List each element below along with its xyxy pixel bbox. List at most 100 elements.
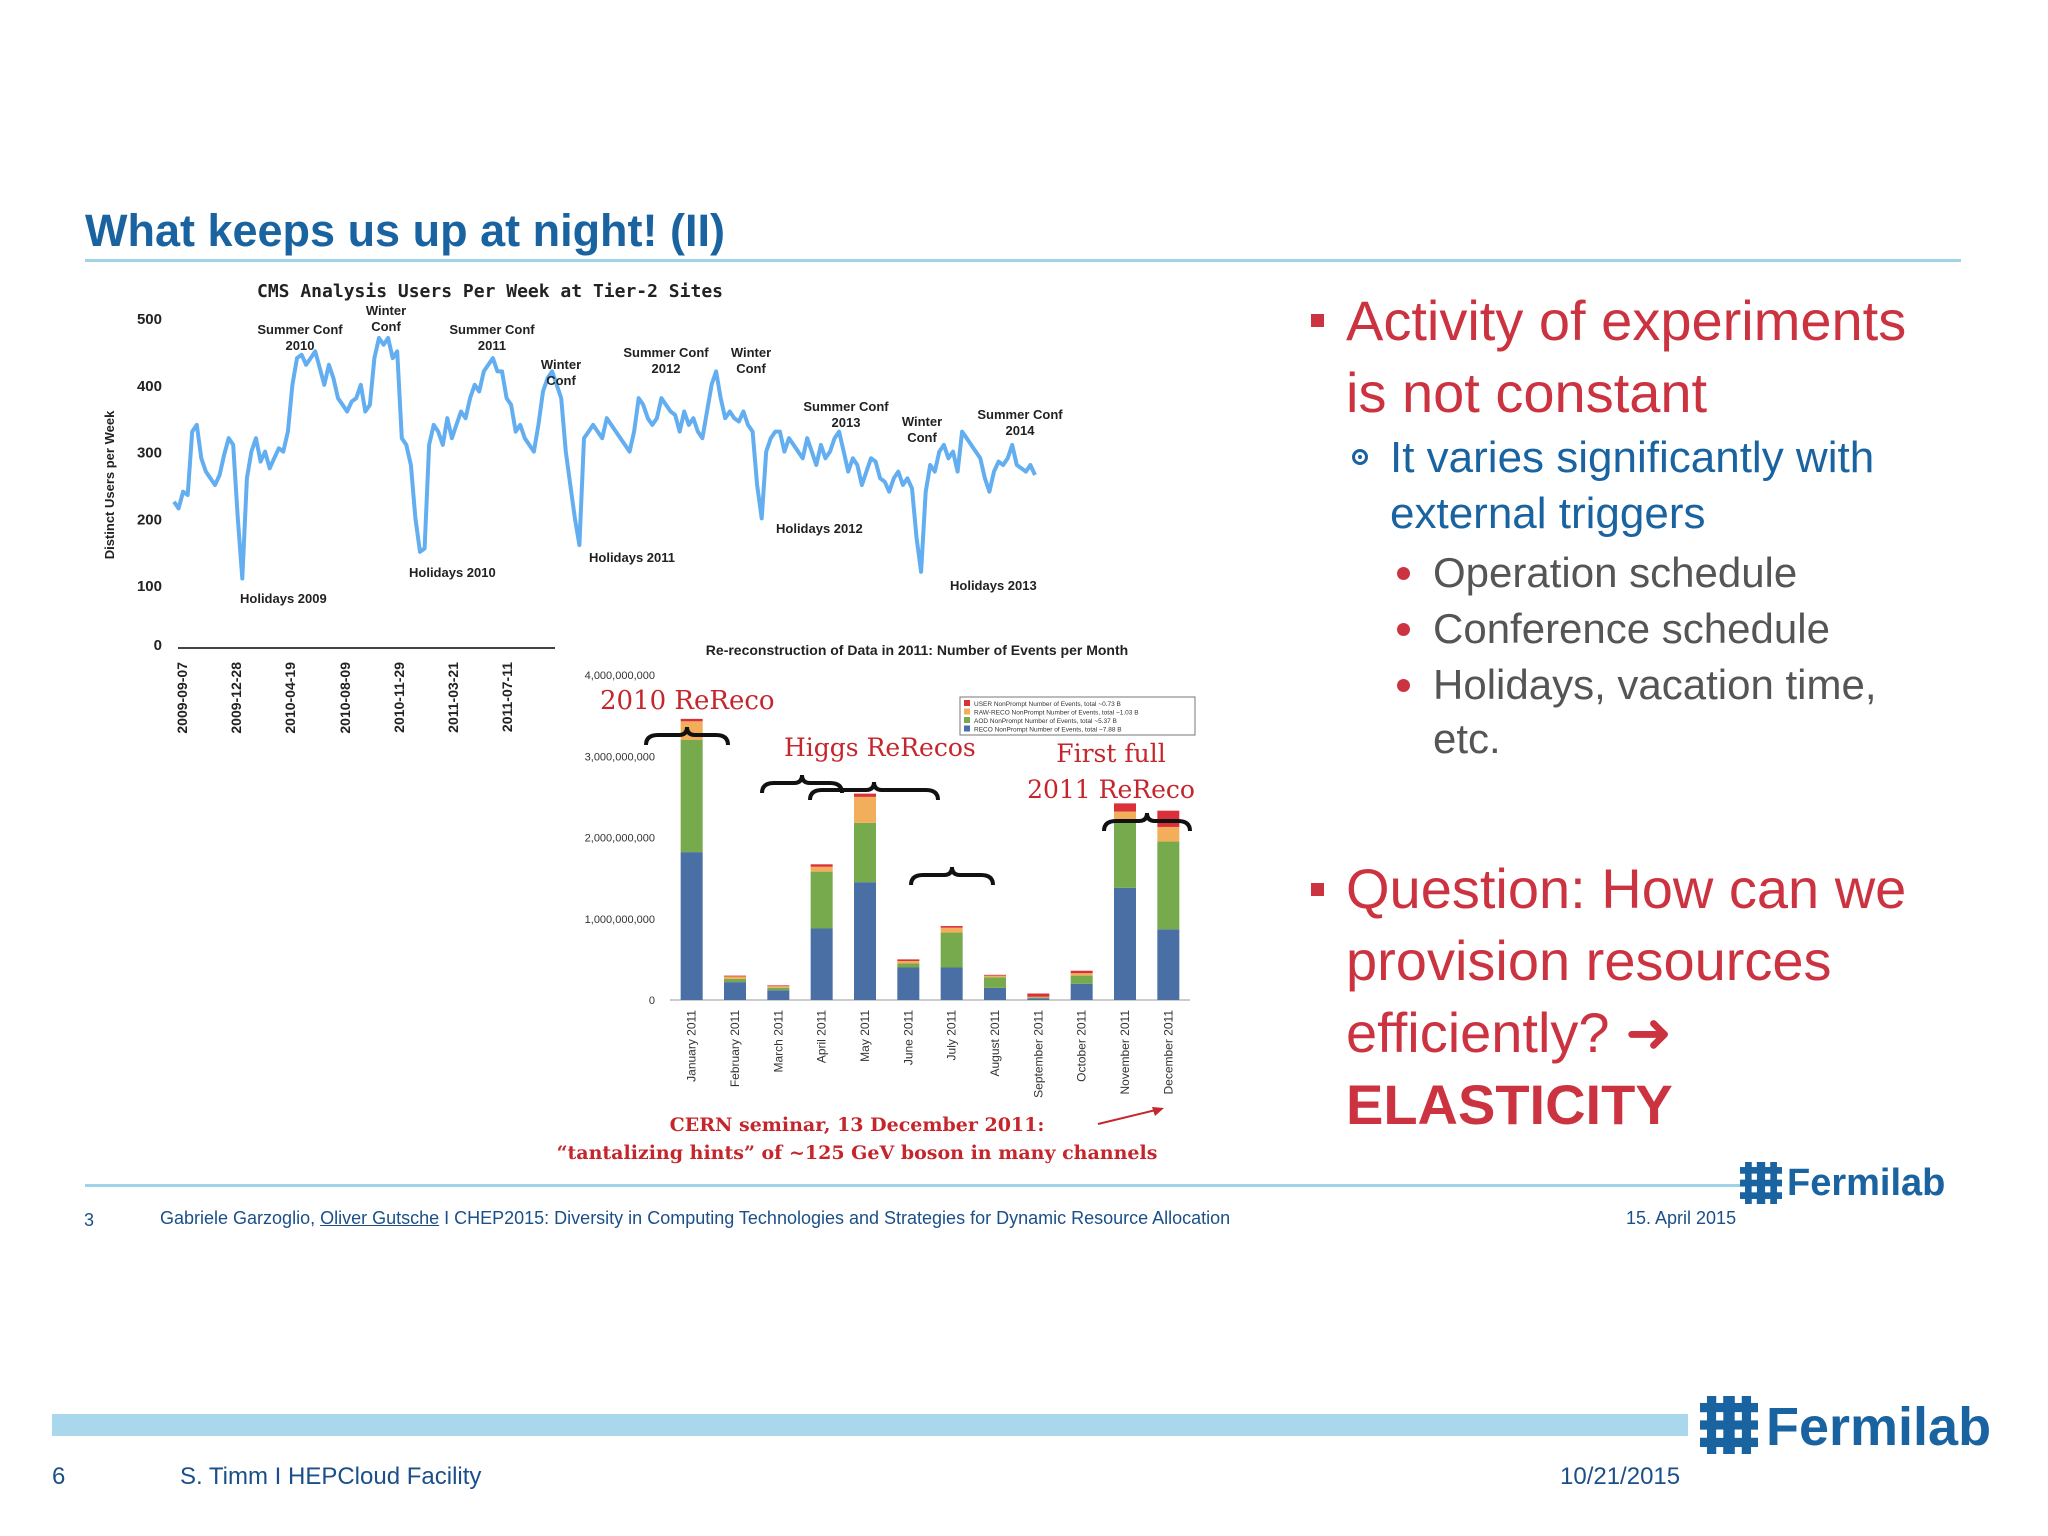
annotation-label: Holidays 2009 [240, 591, 327, 606]
users-line-chart: CMS Analysis Users Per Week at Tier-2 Si… [102, 281, 1063, 734]
y-tick-label-zero: 0 [154, 637, 162, 654]
bar-segment [810, 864, 833, 867]
bar-segment [1114, 811, 1136, 823]
question-line2: provision resources [1346, 929, 1832, 992]
annotation-2010-rereco: 2010 ReReco [600, 686, 775, 716]
logo-gap [1751, 1186, 1757, 1193]
y-tick-label: 100 [137, 578, 162, 595]
annotation-first-full-1: First full [1056, 739, 1165, 768]
bar-segment [984, 977, 1006, 988]
curly-brace [808, 781, 940, 801]
bar-segment [897, 967, 920, 1000]
title-divider [85, 259, 1961, 262]
bar-segment [1027, 997, 1050, 999]
bar-segment [1157, 841, 1180, 930]
x-tick-label: 2009-09-07 [174, 662, 190, 734]
right-arrow-icon: ➜ [1625, 1001, 1673, 1064]
inner-logo-text: Fermilab [1787, 1162, 1946, 1204]
annotation-line: Conf [907, 430, 937, 445]
bar-segment [1070, 975, 1093, 984]
annotation-label: Winter Conf [366, 303, 406, 334]
curly-brace [909, 866, 995, 886]
annotation-label: Holidays 2013 [950, 578, 1037, 593]
logo-bar [1706, 1396, 1717, 1454]
bullet-activity-line1: Activity of experiments [1346, 289, 1907, 352]
bar-segment [680, 721, 703, 740]
bar-segment [940, 926, 963, 928]
bar-segment [1027, 996, 1050, 998]
cern-arrow-line [1097, 1108, 1161, 1125]
bullet-marker [1311, 883, 1324, 896]
x-tick-label: May 2011 [858, 1010, 872, 1062]
legend-label: RECO NonPrompt Number of Events, total ~… [974, 727, 1122, 734]
bar-segment [810, 928, 833, 1000]
bar-segment [767, 990, 790, 1000]
bar-segment [940, 932, 963, 968]
elasticity-label: ELASTICITY [1346, 1073, 1673, 1136]
dot-marker [1397, 679, 1410, 692]
outer-logo: Fermilab [1700, 1396, 1991, 1459]
bar-segment [854, 793, 876, 797]
logo-bar [1700, 1420, 1758, 1430]
annotation-line: 2013 [832, 415, 861, 430]
item-conference: Conference schedule [1433, 605, 1830, 652]
y-tick-label: 300 [137, 445, 162, 462]
bar-segment [767, 986, 790, 988]
bar-segment [1157, 929, 1180, 1000]
annotation-cern-1: CERN seminar, 13 December 2011: [670, 1114, 1045, 1136]
bar-segment [1157, 826, 1180, 842]
legend-label: AOD NonPrompt Number of Events, total ~5… [974, 718, 1117, 725]
annotation-label: Summer Conf 2012 [623, 345, 709, 376]
bar-segment [940, 927, 963, 933]
annotation-line: 2010 [286, 338, 315, 353]
bar-segment [1114, 822, 1136, 888]
x-tick-label: April 2011 [815, 1010, 829, 1063]
logo-gap [1751, 1173, 1757, 1180]
bullet-marker [1311, 314, 1324, 327]
bar-segment [854, 882, 876, 1000]
bar-segment [1114, 803, 1136, 812]
outer-page-number: 6 [52, 1463, 66, 1490]
x-tick-label: October 2011 [1075, 1010, 1089, 1082]
annotation-line: Winter [902, 414, 942, 429]
bar-segment [767, 985, 790, 987]
bar-segment [724, 975, 746, 977]
logo-bar [1740, 1167, 1782, 1174]
annotation-line: 2014 [1006, 423, 1036, 438]
x-tick-label: March 2011 [771, 1010, 785, 1073]
annotation-line: Summer Conf [803, 399, 889, 414]
x-tick-label: 2011-07-11 [499, 662, 515, 732]
bar-segment [680, 740, 703, 853]
annotation-line: 2012 [652, 361, 681, 376]
annotation-line: Summer Conf [977, 407, 1063, 422]
annotation-line: Winter [731, 345, 771, 360]
logo-gap [1765, 1173, 1771, 1180]
y-tick-label: 4,000,000,000 [585, 670, 655, 682]
x-tick-label: December 2011 [1161, 1010, 1175, 1095]
bar-segment [897, 963, 920, 968]
sub-bullet-marker [1352, 449, 1368, 465]
annotation-label: Summer Conf 2014 [977, 407, 1063, 438]
fermilab-logo-icon [1740, 1162, 1782, 1204]
logo-bar [1700, 1402, 1758, 1413]
bar-segment [1027, 998, 1050, 1000]
legend-swatch [964, 717, 970, 723]
bar-segment [984, 974, 1006, 976]
bar-segment [940, 967, 963, 1000]
slide-title: What keeps us up at night! (II) [85, 205, 725, 256]
inner-talk-title: I CHEP2015: Diversity in Computing Techn… [439, 1208, 1231, 1228]
rereco-bar-chart: Re-reconstruction of Data in 2011: Numbe… [557, 642, 1196, 1164]
logo-gap [1734, 1429, 1742, 1438]
y-tick-label: 0 [649, 995, 655, 1007]
y-tick-label: 2,000,000,000 [585, 833, 655, 845]
annotation-label: Winter Conf [731, 345, 771, 376]
bar-segment [1070, 973, 1093, 976]
bar-segment [810, 871, 833, 929]
annotation-line: Winter [541, 357, 581, 372]
inner-author-link[interactable]: Oliver Gutsche [320, 1208, 440, 1228]
bar-segment [1157, 810, 1180, 827]
logo-bar [1741, 1396, 1752, 1454]
annotation-line: Summer Conf [257, 322, 343, 337]
bar-segment [680, 852, 703, 1000]
annotation-line: Winter [366, 303, 406, 318]
